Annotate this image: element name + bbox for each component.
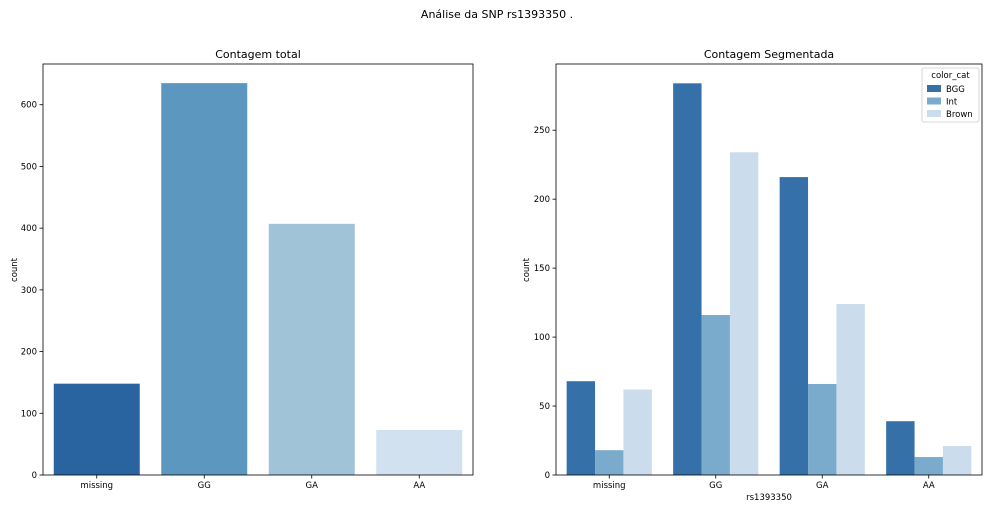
segmented-count-ytick-label: 250 (534, 126, 550, 136)
segmented-count-bar-int-aa (914, 457, 943, 475)
segmented-count-chart-title: Contagem Segmentada (704, 48, 834, 61)
segmented-count-bar-int-gg (701, 315, 730, 475)
total-count-bar-ga (268, 223, 355, 475)
segmented-count-bar-bgg-gg (673, 83, 702, 476)
total-count-chart-ylabel: count (10, 257, 20, 282)
segmented-count-ytick-label: 150 (534, 264, 550, 274)
segmented-count-bar-brown-missing (623, 389, 652, 475)
segmented-count-chart-xlabel: rs1393350 (746, 493, 792, 503)
segmented-count-xtick-label: GG (709, 481, 722, 491)
legend-label-int: Int (946, 98, 958, 108)
total-count-chart-frame (42, 63, 474, 476)
segmented-count-bar-int-missing (595, 450, 624, 475)
segmented-count-bar-brown-aa (942, 446, 972, 475)
segmented-count-bar-int-ga (808, 383, 837, 475)
segmented-count-bar-bgg-ga (779, 177, 809, 475)
segmented-count-xtick-label: missing (593, 481, 626, 491)
segmented-count-xtick-label: AA (923, 481, 935, 491)
total-count-ytick-label: 200 (21, 348, 37, 358)
legend: color_cat BGG Int Brown (921, 67, 980, 123)
total-count-bar-gg (161, 83, 248, 476)
total-count-ytick-label: 600 (21, 101, 37, 111)
segmented-count-bar-bgg-aa (886, 421, 915, 475)
segmented-count-chart-frame (555, 63, 983, 476)
total-count-xtick-label: missing (80, 481, 113, 491)
segmented-count-bar-bgg-missing (566, 381, 596, 475)
segmented-count-bar-brown-gg (729, 152, 759, 475)
total-count-ytick-label: 0 (32, 471, 37, 481)
legend-title: color_cat (931, 71, 970, 81)
total-count-ytick-label: 400 (21, 224, 37, 234)
total-count-bar-missing (53, 383, 140, 475)
segmented-count-ytick-label: 0 (545, 471, 550, 481)
segmented-count-chart-ylabel: count (522, 257, 532, 282)
segmented-count-bar-brown-ga (836, 303, 865, 475)
legend-swatch-bgg (927, 85, 941, 92)
total-count-xtick-label: AA (413, 481, 425, 491)
segmented-count-ytick-label: 200 (534, 195, 550, 205)
total-count-ytick-label: 500 (21, 162, 37, 172)
legend-box (921, 67, 980, 123)
total-count-ytick-label: 300 (21, 286, 37, 296)
figure-suptitle: Análise da SNP rs1393350 . (421, 8, 573, 21)
total-count-chart: Contagem total count 0 100 200 300 400 500 600… (10, 48, 474, 491)
segmented-count-ytick-label: 50 (539, 402, 550, 412)
total-count-xtick-label: GG (198, 481, 211, 491)
legend-swatch-brown (927, 110, 941, 117)
segmented-count-ytick-label: 100 (534, 333, 550, 343)
segmented-count-chart: Contagem Segmentada count rs1393350 colo… (522, 48, 983, 503)
total-count-xtick-label: GA (306, 481, 319, 491)
total-count-ytick-label: 100 (21, 409, 37, 419)
segmented-count-xtick-label: GA (816, 481, 829, 491)
legend-label-bgg: BGG (946, 85, 965, 95)
legend-label-brown: Brown (946, 110, 973, 120)
total-count-bar-aa (376, 429, 463, 475)
total-count-chart-title: Contagem total (215, 48, 301, 61)
legend-swatch-int (927, 97, 941, 105)
